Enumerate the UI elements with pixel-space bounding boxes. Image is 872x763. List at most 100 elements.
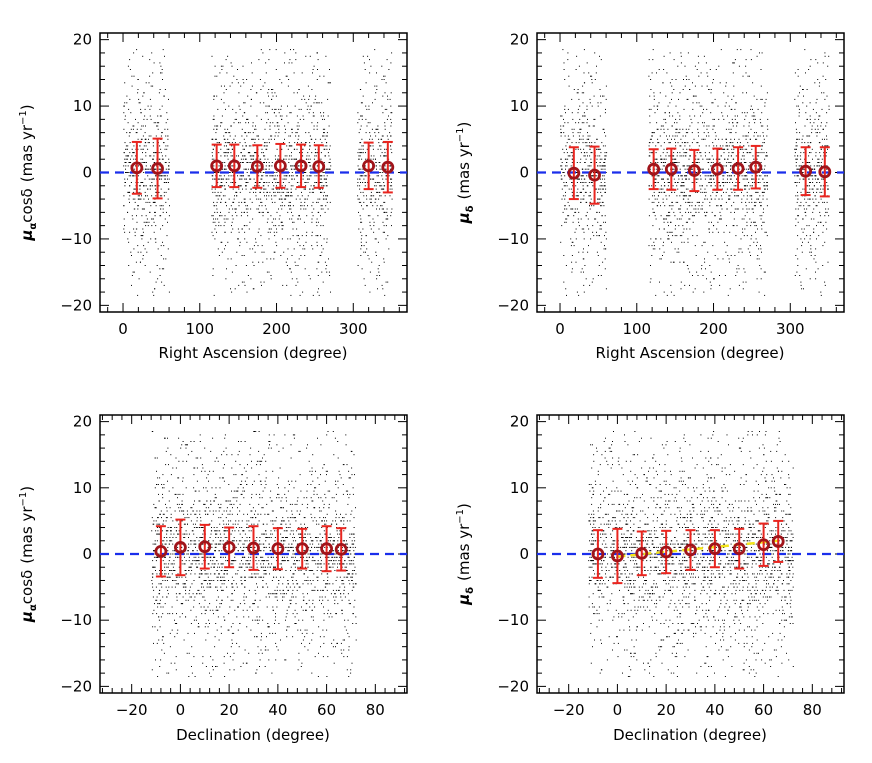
background-point	[651, 152, 653, 154]
background-point	[220, 98, 222, 100]
background-point	[274, 251, 276, 253]
background-point	[712, 82, 714, 84]
background-point	[251, 158, 253, 160]
background-point	[581, 191, 582, 193]
background-point	[596, 231, 597, 233]
background-point	[288, 182, 290, 183]
background-point	[252, 155, 254, 157]
background-point	[385, 238, 387, 240]
background-point	[370, 158, 372, 160]
background-point	[312, 294, 314, 296]
background-point	[273, 112, 275, 114]
background-point	[580, 198, 582, 200]
background-point	[238, 201, 240, 203]
background-point	[660, 238, 662, 240]
background-point	[229, 85, 231, 87]
background-point	[143, 162, 145, 163]
background-point	[709, 158, 711, 160]
background-point	[710, 271, 712, 273]
background-point	[307, 158, 309, 160]
background-point	[579, 191, 581, 193]
background-point	[817, 178, 819, 180]
background-point	[246, 241, 248, 243]
background-point	[748, 145, 750, 147]
background-point	[653, 191, 655, 193]
background-point	[134, 201, 136, 203]
background-point	[736, 225, 738, 227]
background-point	[705, 191, 707, 193]
background-point	[816, 165, 818, 167]
background-point	[320, 255, 322, 256]
background-point	[128, 198, 130, 200]
background-point	[164, 128, 166, 130]
background-point	[250, 208, 252, 210]
background-point	[744, 112, 746, 114]
background-point	[165, 168, 167, 170]
background-point	[305, 182, 307, 183]
background-point	[299, 245, 301, 247]
background-point	[262, 175, 264, 177]
background-point	[224, 142, 226, 144]
background-point	[795, 148, 797, 150]
background-point	[605, 108, 606, 110]
background-point	[146, 251, 148, 253]
background-point	[214, 178, 216, 180]
background-point	[589, 205, 590, 207]
background-point	[225, 278, 227, 280]
background-point	[391, 208, 393, 210]
background-point	[289, 218, 291, 220]
background-point	[730, 255, 732, 256]
background-point	[247, 175, 249, 177]
background-point	[379, 145, 381, 147]
background-point	[803, 178, 805, 180]
background-point	[806, 105, 808, 107]
background-point	[812, 182, 814, 183]
background-point	[275, 115, 277, 117]
background-point	[293, 168, 295, 170]
background-point	[323, 135, 325, 137]
background-point	[707, 158, 709, 160]
background-point	[370, 201, 372, 203]
background-point	[293, 221, 295, 223]
background-point	[213, 115, 215, 117]
background-point	[759, 195, 761, 197]
background-point	[214, 188, 216, 190]
background-point	[684, 152, 686, 154]
background-point	[594, 79, 596, 80]
background-point	[571, 128, 573, 130]
background-point	[291, 211, 292, 213]
background-point	[258, 185, 260, 187]
background-point	[278, 132, 280, 134]
background-point	[290, 294, 292, 296]
background-point	[820, 291, 822, 293]
background-point	[143, 208, 145, 210]
background-point	[563, 172, 565, 173]
background-point	[218, 225, 220, 227]
background-point	[227, 258, 229, 260]
background-point	[703, 291, 705, 293]
background-point	[711, 175, 712, 177]
background-point	[126, 95, 128, 97]
background-point	[723, 118, 725, 120]
background-point	[142, 228, 144, 230]
background-point	[675, 132, 677, 134]
background-point	[711, 155, 713, 157]
background-point	[370, 145, 372, 147]
background-point	[219, 195, 221, 197]
background-point	[291, 175, 293, 177]
background-point	[745, 281, 747, 283]
background-point	[729, 142, 731, 144]
background-point	[244, 178, 246, 180]
background-point	[391, 198, 393, 200]
background-point	[160, 115, 162, 117]
background-point	[567, 155, 569, 157]
background-point	[576, 291, 578, 293]
background-point	[664, 185, 666, 187]
background-point	[376, 72, 377, 74]
background-point	[325, 178, 327, 180]
background-point	[235, 182, 237, 183]
background-point	[737, 195, 739, 197]
background-point	[274, 235, 276, 237]
background-point	[702, 112, 704, 114]
background-point	[707, 251, 709, 253]
